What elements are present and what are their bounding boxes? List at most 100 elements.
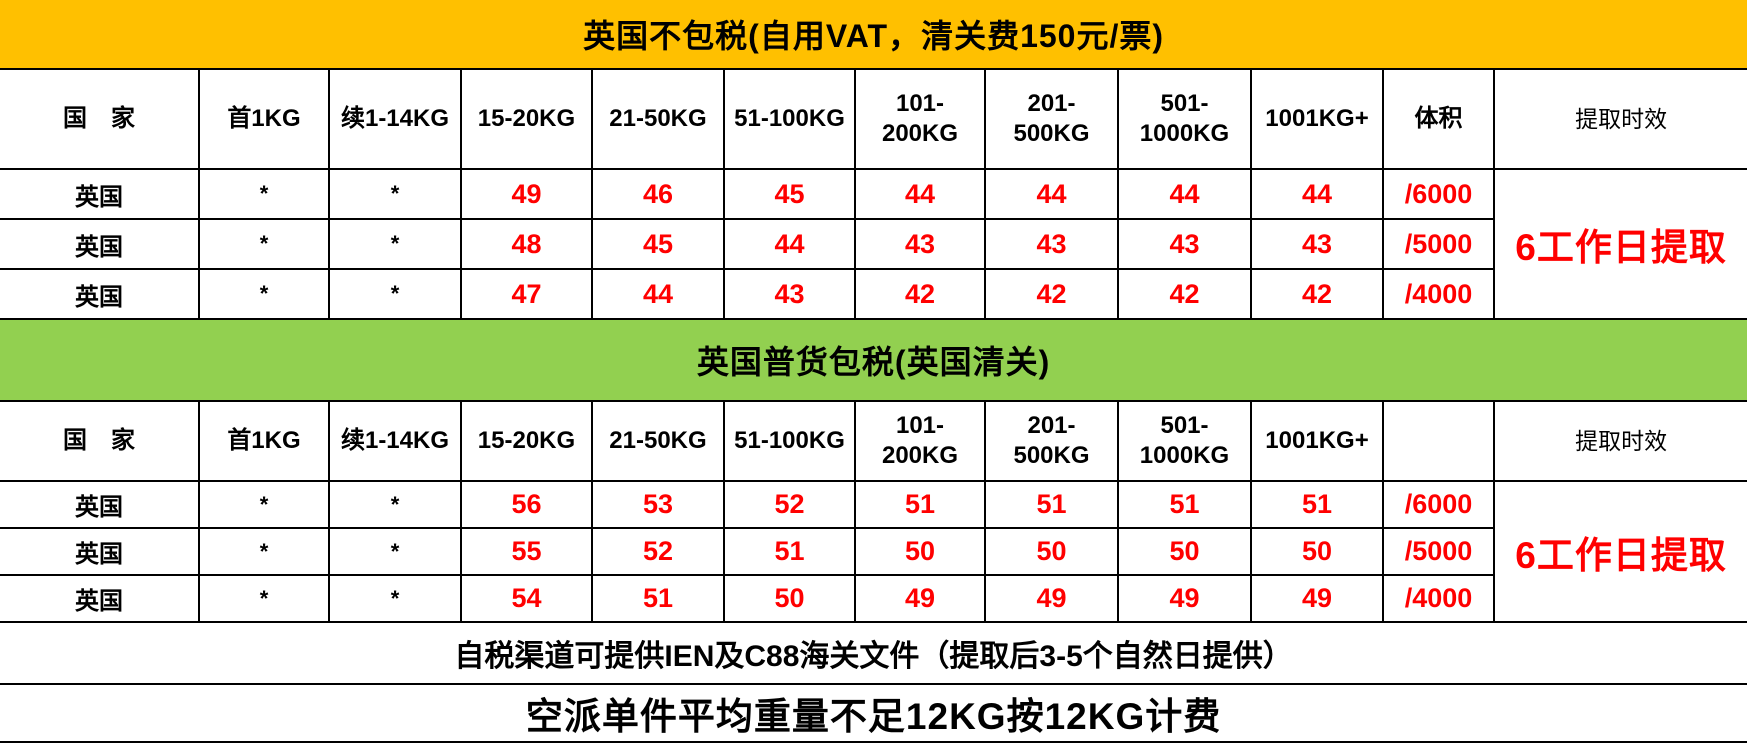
rate-cell: 44 — [984, 168, 1119, 220]
rate-cell: 51 — [591, 574, 725, 623]
header-501-1000kg: 501- 1000KG — [1117, 68, 1252, 170]
rate-cell: 44 — [854, 168, 986, 220]
header-volume: 体积 — [1382, 68, 1495, 170]
header-51-100kg: 51-100KG — [723, 68, 856, 170]
country-cell: 英国 — [0, 168, 200, 220]
footnote-customs-docs: 自税渠道可提供IEN及C88海关文件（提取后3-5个自然日提供） — [0, 621, 1747, 685]
rate-cell: 42 — [1117, 268, 1252, 320]
rate-cell: 43 — [1117, 218, 1252, 270]
rate-cell: 45 — [723, 168, 856, 220]
header-21-50kg: 21-50KG — [591, 400, 725, 482]
section1-banner-title: 英国不包税(自用VAT，清关费150元/票) — [0, 0, 1747, 70]
header-21-50kg: 21-50KG — [591, 68, 725, 170]
table-row: 英国 * * 48 45 44 43 43 43 43 /5000 — [0, 218, 1747, 270]
header-cont-1-14kg: 续1-14KG — [328, 68, 462, 170]
header-1001kg-plus: 1001KG+ — [1250, 400, 1384, 482]
rate-cell: 44 — [1117, 168, 1252, 220]
header-cont-1-14kg: 续1-14KG — [328, 400, 462, 482]
rate-cell: * — [198, 527, 330, 576]
country-cell: 英国 — [0, 574, 200, 623]
rate-cell: 49 — [460, 168, 593, 220]
rate-cell: 50 — [1117, 527, 1252, 576]
rate-cell: 50 — [1250, 527, 1384, 576]
rate-cell: * — [328, 480, 462, 529]
country-cell: 英国 — [0, 527, 200, 576]
bottom-banner-row: 空派单件平均重量不足12KG按12KG计费 — [0, 683, 1747, 743]
section2-header-row: 国 家 首1KG 续1-14KG 15-20KG 21-50KG 51-100K… — [0, 400, 1747, 482]
footnote-min-weight: 空派单件平均重量不足12KG按12KG计费 — [0, 683, 1747, 743]
rate-cell: 44 — [1250, 168, 1384, 220]
rate-cell: 49 — [854, 574, 986, 623]
volume-cell: /6000 — [1382, 168, 1495, 220]
header-country: 国 家 — [0, 68, 200, 170]
header-volume-empty — [1382, 400, 1495, 482]
rate-cell: 50 — [854, 527, 986, 576]
rate-cell: 44 — [591, 268, 725, 320]
rate-cell: 54 — [460, 574, 593, 623]
header-1001kg-plus: 1001KG+ — [1250, 68, 1384, 170]
header-first-1kg: 首1KG — [198, 68, 330, 170]
pickup-time-cell: 6工作日提取 — [1492, 480, 1747, 623]
rate-cell: * — [328, 268, 462, 320]
volume-cell: /4000 — [1382, 574, 1494, 623]
rate-cell: 42 — [854, 268, 986, 320]
header-country: 国 家 — [0, 400, 200, 482]
footnote-row: 自税渠道可提供IEN及C88海关文件（提取后3-5个自然日提供） — [0, 621, 1747, 685]
rate-cell: 43 — [854, 218, 986, 270]
rate-cell: * — [198, 480, 330, 529]
rate-cell: * — [328, 218, 462, 270]
rate-cell: * — [328, 168, 462, 220]
rate-cell: * — [198, 168, 330, 220]
rate-cell: * — [328, 527, 462, 576]
volume-cell: /4000 — [1382, 268, 1494, 320]
header-pickup-time: 提取时效 — [1492, 68, 1747, 170]
rate-cell: 55 — [460, 527, 593, 576]
section1-banner-row: 英国不包税(自用VAT，清关费150元/票) — [0, 0, 1747, 70]
rate-cell: 51 — [723, 527, 856, 576]
table-row: 英国 * * 47 44 43 42 42 42 42 /4000 — [0, 268, 1747, 320]
volume-cell: /5000 — [1382, 527, 1494, 576]
header-pickup-time: 提取时效 — [1492, 400, 1747, 482]
rate-cell: 51 — [854, 480, 986, 529]
header-501-1000kg: 501- 1000KG — [1117, 400, 1252, 482]
table-row: 英国 * * 55 52 51 50 50 50 50 /5000 — [0, 527, 1747, 576]
country-cell: 英国 — [0, 480, 200, 529]
rate-cell: 43 — [1250, 218, 1384, 270]
rate-cell: 44 — [723, 218, 856, 270]
rate-cell: 51 — [984, 480, 1119, 529]
rate-cell: 51 — [1250, 480, 1384, 529]
table-row: 英国 * * 54 51 50 49 49 49 49 /4000 — [0, 574, 1747, 623]
header-101-200kg: 101- 200KG — [854, 400, 986, 482]
rate-cell: 49 — [984, 574, 1119, 623]
country-cell: 英国 — [0, 268, 200, 320]
header-201-500kg: 201- 500KG — [984, 400, 1119, 482]
rate-cell: 50 — [984, 527, 1119, 576]
rate-cell: 50 — [723, 574, 856, 623]
rate-cell: * — [198, 268, 330, 320]
rate-cell: 52 — [591, 527, 725, 576]
rate-cell: 49 — [1250, 574, 1384, 623]
section2-banner-row: 英国普货包税(英国清关) — [0, 318, 1747, 402]
rate-cell: 42 — [1250, 268, 1384, 320]
header-201-500kg: 201- 500KG — [984, 68, 1119, 170]
table-row: 英国 * * 56 53 52 51 51 51 51 /6000 6工作日提取 — [0, 480, 1747, 623]
pickup-time-cell: 6工作日提取 — [1492, 168, 1747, 320]
rate-cell: 42 — [984, 268, 1119, 320]
rate-cell: 47 — [460, 268, 593, 320]
header-101-200kg: 101- 200KG — [854, 68, 986, 170]
volume-cell: /6000 — [1382, 480, 1495, 529]
header-first-1kg: 首1KG — [198, 400, 330, 482]
header-15-20kg: 15-20KG — [460, 400, 593, 482]
rate-cell: 51 — [1117, 480, 1252, 529]
rate-cell: 46 — [591, 168, 725, 220]
header-15-20kg: 15-20KG — [460, 68, 593, 170]
rate-cell: 43 — [723, 268, 856, 320]
country-cell: 英国 — [0, 218, 200, 270]
rate-cell: 53 — [591, 480, 725, 529]
rate-cell: 48 — [460, 218, 593, 270]
rate-cell: 49 — [1117, 574, 1252, 623]
rate-cell: 56 — [460, 480, 593, 529]
header-51-100kg: 51-100KG — [723, 400, 856, 482]
